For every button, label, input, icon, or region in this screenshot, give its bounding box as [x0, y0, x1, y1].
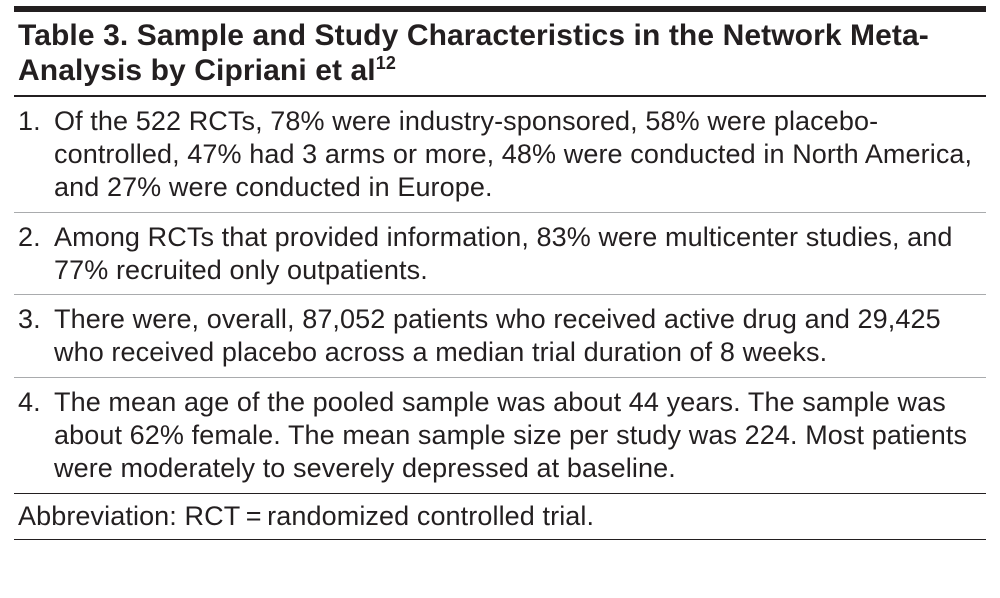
- characteristics-list: Of the 522 RCTs, 78% were industry-spons…: [14, 97, 986, 494]
- list-item: Of the 522 RCTs, 78% were industry-spons…: [14, 97, 986, 213]
- abbreviation-note: Abbreviation: RCT = randomized controlle…: [14, 494, 986, 540]
- list-item: The mean age of the pooled sample was ab…: [14, 378, 986, 494]
- table-3-container: Table 3. Sample and Study Characteristic…: [0, 6, 1000, 598]
- table-title: Table 3. Sample and Study Characteristic…: [14, 18, 986, 95]
- top-heavy-rule: [14, 6, 986, 12]
- list-item: There were, overall, 87,052 patients who…: [14, 295, 986, 378]
- list-item: Among RCTs that provided information, 83…: [14, 213, 986, 296]
- table-title-text: Sample and Study Characteristics in the …: [18, 19, 929, 87]
- table-number: Table 3.: [18, 19, 128, 52]
- citation-superscript: 12: [376, 53, 396, 73]
